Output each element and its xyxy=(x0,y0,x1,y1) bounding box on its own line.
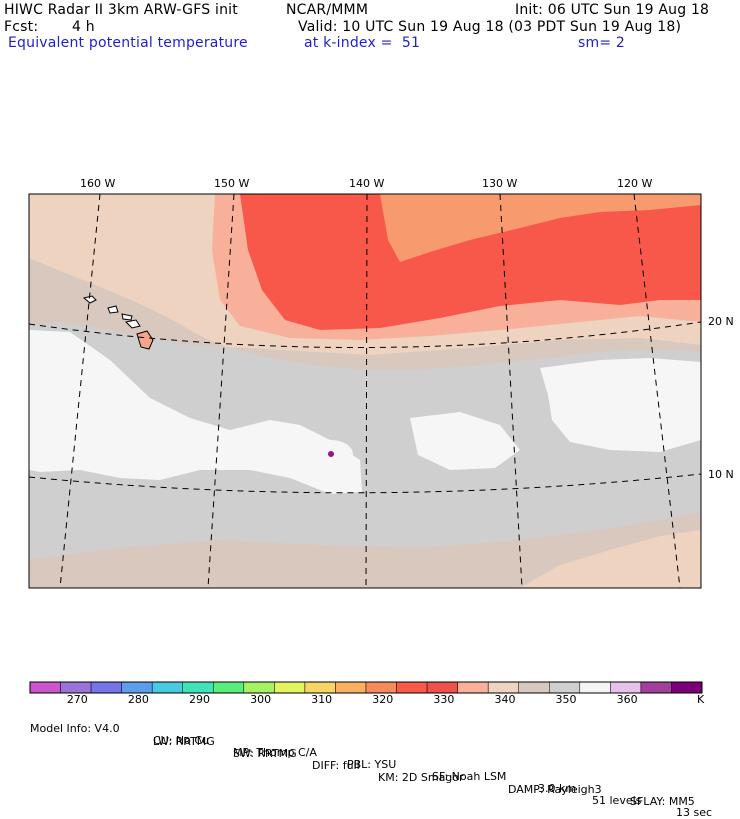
valid-time: Valid: 10 UTC Sun 19 Aug 18 (03 PDT Sun … xyxy=(298,19,682,35)
colorbar-swatch xyxy=(457,681,489,694)
forecast-hour: 4 h xyxy=(72,19,95,35)
orange-region xyxy=(380,194,701,262)
colorbar-tick-label: 270 xyxy=(66,693,88,706)
colorbar-swatch xyxy=(610,681,642,694)
colorbar-swatch xyxy=(396,681,428,694)
init-time: Init: 06 UTC Sun 19 Aug 18 xyxy=(515,2,710,18)
colorbar-tick-label: 350 xyxy=(555,693,577,706)
colorbar-tick-label: 300 xyxy=(250,693,272,706)
field-name: Equivalent potential temperature xyxy=(8,35,248,51)
colorbar-frame xyxy=(29,681,703,694)
colorbar-swatch xyxy=(518,681,550,694)
forecast-label: Fcst: xyxy=(4,19,39,35)
white-region-mid xyxy=(410,412,520,470)
theta-e-field xyxy=(29,194,701,588)
k-index-level: at k-index = 51 xyxy=(304,35,421,51)
white-region-east xyxy=(540,358,701,452)
map-panel xyxy=(28,193,703,694)
model-info-line-2: LW: RRTMG SW: RRTMG DIFF: full KM: 2D Sm… xyxy=(0,724,740,808)
colorbar-swatch xyxy=(60,681,92,694)
colorbar-tick-label: 280 xyxy=(127,693,149,706)
colorbar-tick-label: 310 xyxy=(311,693,333,706)
lon-label-130w: 130 W xyxy=(482,177,518,190)
km-option: KM: 2D Smagor xyxy=(378,771,464,784)
colorbar-tick-label: 330 xyxy=(433,693,455,706)
colorbar-swatch xyxy=(213,681,245,694)
colorbar-swatch xyxy=(671,681,703,694)
org-label: NCAR/MMM xyxy=(286,2,369,18)
colorbar-swatch xyxy=(121,681,153,694)
colorbar-swatch xyxy=(487,681,519,694)
longwave-scheme: LW: RRTMG xyxy=(153,735,215,748)
hawaii-big-island xyxy=(136,330,154,350)
colorbar-tick-label: 360 xyxy=(616,693,638,706)
surface-layer-option: SFLAY: MM5 xyxy=(630,795,695,808)
lon-label-120w: 120 W xyxy=(617,177,653,190)
colorbar-swatch xyxy=(151,681,183,694)
lat-label-20n: 20 N xyxy=(708,315,734,328)
diffusion-option: DIFF: full xyxy=(312,759,360,772)
warm-red-region xyxy=(240,194,701,330)
colorbar-swatch xyxy=(426,681,458,694)
peach-region-south xyxy=(520,530,701,588)
lon-label-150w: 150 W xyxy=(214,177,250,190)
damping-option: DAMP: Rayleigh3 xyxy=(508,783,602,796)
storm-feature xyxy=(309,440,353,468)
meridian-160w xyxy=(59,193,101,589)
shortwave-scheme: SW: RRTMG xyxy=(233,747,297,760)
meridian-120w xyxy=(633,193,681,589)
smoothing-label: sm= 2 xyxy=(578,35,626,51)
colorbar-swatch xyxy=(243,681,275,694)
molokai-island xyxy=(121,313,133,321)
graticule xyxy=(28,193,702,589)
colorbar xyxy=(29,681,703,694)
model-title: HIWC Radar II 3km ARW-GFS init xyxy=(4,2,238,18)
colorbar-swatch xyxy=(579,681,611,694)
colorbar-swatch xyxy=(274,681,306,694)
colorbar-tick-label: 290 xyxy=(189,693,210,706)
colorbar-swatch xyxy=(365,681,397,694)
lat-label-10n: 10 N xyxy=(708,468,734,481)
maui-island xyxy=(124,319,141,329)
lon-label-160w: 160 W xyxy=(80,177,116,190)
colorbar-swatch xyxy=(182,681,214,694)
white-region xyxy=(29,330,362,494)
colorbar-swatch xyxy=(640,681,672,694)
colorbar-swatch xyxy=(29,681,61,694)
colorbar-swatch xyxy=(90,681,122,694)
storm-center-marker xyxy=(328,451,334,457)
map-frame xyxy=(28,193,702,589)
tan-region-south xyxy=(29,512,701,588)
colorbar-tick-label: 340 xyxy=(494,693,516,706)
colorbar-tick-label: 320 xyxy=(372,693,394,706)
colorbar-swatch xyxy=(335,681,367,694)
hawaii-islands xyxy=(82,295,154,350)
lon-label-140w: 140 W xyxy=(349,177,385,190)
colorbar-swatch xyxy=(304,681,336,694)
colorbar-unit: K xyxy=(697,693,705,706)
oahu-island xyxy=(107,305,119,314)
time-step: 13 sec xyxy=(676,806,713,819)
colorbar-swatch xyxy=(549,681,581,694)
model-info-line-1: Model Info: V4.0 CU: No Cu MP: Thomp C/A… xyxy=(0,711,740,819)
model-version: Model Info: V4.0 xyxy=(30,722,120,735)
